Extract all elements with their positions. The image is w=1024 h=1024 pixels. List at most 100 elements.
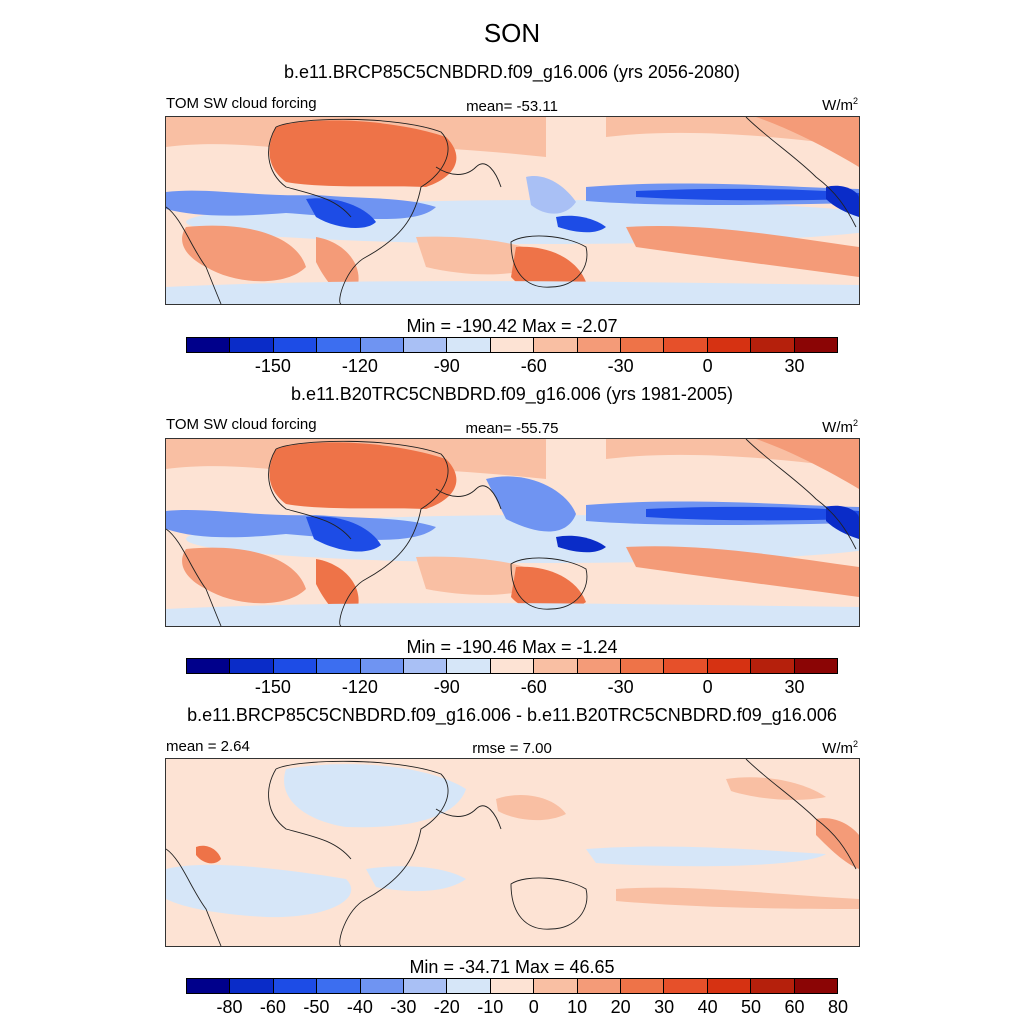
colorbar-tick-label: -20 — [433, 997, 460, 1017]
panel-3-units: W/m2 — [822, 739, 858, 757]
colorbar-tick-label: 30 — [784, 356, 805, 376]
colorbar-tick-label: 0 — [702, 356, 713, 376]
panel-1-units: W/m2 — [822, 96, 858, 114]
colorbar-cell — [751, 979, 795, 993]
colorbar-tick-label: 30 — [784, 677, 805, 697]
panel-3-field-svg — [166, 759, 859, 946]
colorbar-tick-label: -60 — [520, 677, 547, 697]
panel-2-mean-label: mean= -55.75 — [465, 420, 559, 437]
panel-3-map — [165, 758, 860, 947]
colorbar-tick-label: 0 — [702, 677, 713, 697]
panel-1-title: b.e11.BRCP85C5CNBDRD.f09_g16.006 (yrs 20… — [284, 62, 740, 82]
page-title: SON — [483, 18, 541, 48]
panel-3-minmax: Min = -34.71 Max = 46.65 — [409, 957, 615, 977]
panel-2-units: W/m2 — [822, 418, 858, 436]
colorbar-cell — [664, 338, 708, 352]
colorbar-cell — [317, 659, 361, 673]
colorbar-tick-label: 40 — [697, 997, 718, 1017]
colorbar-cell — [707, 979, 752, 993]
panel-3-colorbar-ticks: -80 -60 -50 -40 -30 -20 -10 0 10 20 30 40 50 60 80 — [186, 997, 848, 1019]
colorbar-cell — [534, 659, 578, 673]
colorbar-tick-label: -30 — [390, 997, 417, 1017]
colorbar-cell — [447, 979, 491, 993]
colorbar-tick-label: -50 — [303, 997, 330, 1017]
colorbar-cell — [187, 659, 231, 673]
colorbar-tick-label: 60 — [784, 997, 805, 1017]
panel-3-colorbar — [186, 978, 838, 994]
colorbar-tick-label: -120 — [341, 677, 378, 697]
colorbar-cell — [534, 338, 578, 352]
colorbar-cell — [273, 659, 318, 673]
colorbar-cell — [230, 979, 274, 993]
panel-2-colorbar — [186, 658, 838, 674]
colorbar-cell — [577, 338, 622, 352]
colorbar-tick-label: 50 — [741, 997, 762, 1017]
panel-1-colorbar-ticks: -150 -120 -90 -60 -30 0 30 — [186, 356, 838, 378]
panel-3-title: b.e11.BRCP85C5CNBDRD.f09_g16.006 - b.e11… — [187, 705, 837, 725]
colorbar-cell — [794, 659, 838, 673]
colorbar-tick-label: -150 — [254, 356, 291, 376]
panel-1-mean-label: mean= -53.11 — [466, 98, 558, 115]
colorbar-tick-label: -30 — [607, 356, 634, 376]
panel-1-minmax: Min = -190.42 Max = -2.07 — [406, 316, 618, 336]
panel-1-colorbar — [186, 337, 838, 353]
panel-2-map — [165, 438, 860, 627]
colorbar-cell — [621, 659, 665, 673]
colorbar-cell — [707, 659, 752, 673]
colorbar-tick-label: -90 — [433, 356, 460, 376]
colorbar-cell — [794, 979, 838, 993]
colorbar-cell — [577, 659, 622, 673]
colorbar-cell — [664, 659, 708, 673]
colorbar-cell — [490, 979, 535, 993]
colorbar-tick-label: -150 — [254, 677, 291, 697]
colorbar-tick-label: -120 — [341, 356, 378, 376]
colorbar-cell — [447, 338, 491, 352]
colorbar-tick-label: -30 — [607, 677, 634, 697]
colorbar-cell — [447, 659, 491, 673]
colorbar-tick-label: 10 — [567, 997, 588, 1017]
panel-2-minmax: Min = -190.46 Max = -1.24 — [406, 637, 618, 657]
colorbar-cell — [621, 979, 665, 993]
panel-2-field-svg — [166, 439, 859, 626]
panel-3-rmse-label: rmse = 7.00 — [472, 740, 552, 757]
colorbar-tick-label: -40 — [346, 997, 373, 1017]
colorbar-tick-label: 0 — [528, 997, 539, 1017]
colorbar-cell — [404, 338, 448, 352]
colorbar-tick-label: -80 — [216, 997, 243, 1017]
panel-2-variable-label: TOM SW cloud forcing — [166, 416, 317, 433]
colorbar-cell — [317, 979, 361, 993]
panel-1-field-svg — [166, 117, 859, 304]
colorbar-cell — [187, 979, 231, 993]
panel-1-variable-label: TOM SW cloud forcing — [166, 95, 317, 112]
panel-3-mean-label: mean = 2.64 — [166, 738, 250, 755]
colorbar-tick-label: -60 — [520, 356, 547, 376]
colorbar-cell — [273, 979, 318, 993]
colorbar-cell — [230, 659, 274, 673]
colorbar-cell — [490, 659, 535, 673]
colorbar-cell — [490, 338, 535, 352]
colorbar-cell — [751, 338, 795, 352]
colorbar-tick-label: 20 — [610, 997, 631, 1017]
colorbar-tick-label: 80 — [827, 997, 849, 1017]
panel-2-colorbar-ticks: -150 -120 -90 -60 -30 0 30 — [186, 677, 838, 699]
colorbar-cell — [534, 979, 578, 993]
colorbar-cell — [751, 659, 795, 673]
colorbar-cell — [360, 979, 405, 993]
colorbar-cell — [664, 979, 708, 993]
colorbar-tick-label: -60 — [259, 997, 286, 1017]
colorbar-tick-label: -10 — [477, 997, 504, 1017]
colorbar-cell — [360, 338, 405, 352]
colorbar-cell — [230, 338, 274, 352]
colorbar-tick-label: -90 — [433, 677, 460, 697]
panel-2-title: b.e11.B20TRC5CNBDRD.f09_g16.006 (yrs 198… — [291, 384, 733, 404]
colorbar-tick-label: 30 — [654, 997, 675, 1017]
colorbar-cell — [404, 979, 448, 993]
colorbar-cell — [577, 979, 622, 993]
colorbar-cell — [273, 338, 318, 352]
colorbar-cell — [794, 338, 838, 352]
panel-1-map — [165, 116, 860, 305]
colorbar-cell — [360, 659, 405, 673]
colorbar-cell — [187, 338, 231, 352]
colorbar-cell — [317, 338, 361, 352]
colorbar-cell — [707, 338, 752, 352]
